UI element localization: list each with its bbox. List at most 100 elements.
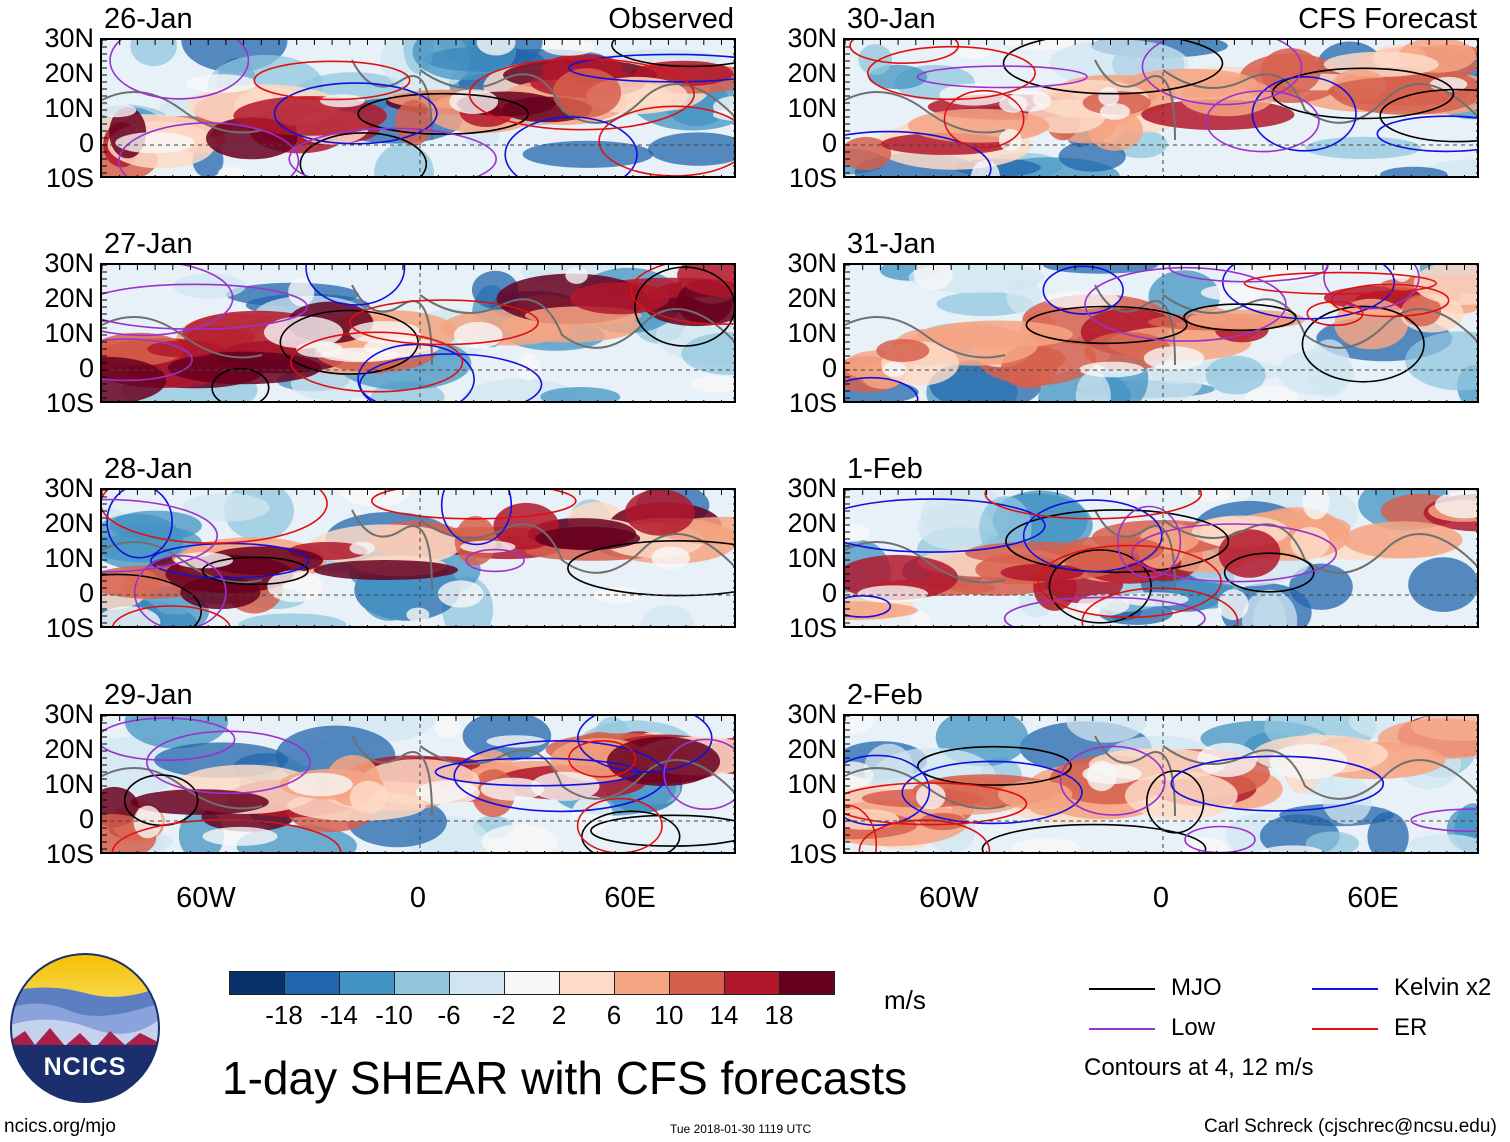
lat-label: 0 <box>78 128 94 158</box>
colorbar-swatch <box>559 971 615 995</box>
lat-label: 0 <box>821 353 837 383</box>
lat-label: 20N <box>44 508 94 538</box>
colorbar-units: m/s <box>884 985 926 1015</box>
lat-label: 10N <box>44 318 94 348</box>
lat-label: 0 <box>78 804 94 834</box>
colorbar-swatch <box>724 971 780 995</box>
panel-date: 30-Jan <box>847 3 936 35</box>
lat-label: 10S <box>45 839 94 869</box>
map-panel <box>100 38 736 178</box>
shear-field <box>102 40 734 176</box>
colorbar-tick-label: -10 <box>375 1000 413 1030</box>
colorbar-tick-label: 6 <box>606 1000 622 1030</box>
chart-title: 1-day SHEAR with CFS forecasts <box>222 1052 908 1104</box>
lon-label: 60E <box>1347 882 1399 914</box>
footer-left[interactable]: ncics.org/mjo <box>4 1116 116 1137</box>
lat-label: 20N <box>44 734 94 764</box>
map-panel <box>100 714 736 854</box>
shear-field <box>845 490 1477 626</box>
panel-source-label: Observed <box>608 3 734 35</box>
lat-label: 30N <box>787 23 837 53</box>
colorbar-swatch <box>669 971 725 995</box>
lat-label: 20N <box>787 508 837 538</box>
lat-label: 30N <box>44 473 94 503</box>
lat-label: 10N <box>44 93 94 123</box>
lat-label: 30N <box>44 699 94 729</box>
colorbar-tick-label: -18 <box>265 1000 303 1030</box>
map-panel <box>843 488 1479 628</box>
lat-label: 10N <box>787 93 837 123</box>
panel-date: 2-Feb <box>847 679 923 711</box>
lat-label: 30N <box>787 699 837 729</box>
map-panel <box>100 488 736 628</box>
colorbar-swatch <box>394 971 450 995</box>
colorbar-tick-label: -6 <box>437 1000 461 1030</box>
lat-label: 10N <box>44 543 94 573</box>
footer-right: Carl Schreck (cjschrec@ncsu.edu) <box>1204 1116 1497 1137</box>
colorbar-swatch <box>449 971 505 995</box>
shear-field <box>845 716 1477 852</box>
lat-label: 20N <box>44 58 94 88</box>
shear-field <box>102 490 734 626</box>
lat-label: 10S <box>788 613 837 643</box>
lon-label: 0 <box>1152 882 1170 914</box>
map-panel <box>843 263 1479 403</box>
panel-source-label: CFS Forecast <box>1298 3 1477 35</box>
lat-label: 30N <box>787 248 837 278</box>
lat-label: 10N <box>44 769 94 799</box>
shear-field <box>102 716 734 852</box>
colorbar-swatch <box>614 971 670 995</box>
panel-date: 27-Jan <box>104 228 193 260</box>
lat-label: 10S <box>45 388 94 418</box>
colorbar-swatch <box>229 971 285 995</box>
lat-label: 30N <box>44 23 94 53</box>
legend-swatch <box>1089 1028 1155 1030</box>
footer-center: Tue 2018-01-30 1119 UTC <box>670 1122 812 1136</box>
lat-label: 10S <box>45 163 94 193</box>
lat-label: 20N <box>44 283 94 313</box>
colorbar-swatch <box>339 971 395 995</box>
lat-label: 0 <box>821 128 837 158</box>
shear-field <box>845 265 1477 401</box>
colorbar-swatch <box>284 971 340 995</box>
panel-date: 28-Jan <box>104 453 193 485</box>
panel-date: 26-Jan <box>104 3 193 35</box>
lat-label: 0 <box>821 804 837 834</box>
legend-note: Contours at 4, 12 m/s <box>1084 1054 1314 1081</box>
lat-label: 10N <box>787 543 837 573</box>
lat-label: 10S <box>788 839 837 869</box>
logo-text: NCICS <box>43 1053 127 1081</box>
lon-label: 60W <box>176 882 236 914</box>
lat-label: 0 <box>78 353 94 383</box>
colorbar-tick-label: -2 <box>492 1000 516 1030</box>
legend-label: Kelvin x2 <box>1394 974 1492 1001</box>
colorbar-swatch <box>504 971 560 995</box>
legend-label: ER <box>1394 1014 1428 1041</box>
legend-label: Low <box>1171 1014 1216 1041</box>
ncics-logo: NCICS <box>10 953 160 1103</box>
colorbar-tick-label: -14 <box>320 1000 358 1030</box>
shear-field <box>845 40 1477 176</box>
panel-date: 29-Jan <box>104 679 193 711</box>
legend-swatch <box>1312 1028 1378 1030</box>
lat-label: 20N <box>787 283 837 313</box>
lon-label: 60W <box>919 882 979 914</box>
panel-date: 1-Feb <box>847 453 923 485</box>
map-panel <box>843 714 1479 854</box>
lat-label: 30N <box>787 473 837 503</box>
colorbar-tick-label: 14 <box>709 1000 739 1030</box>
lat-label: 0 <box>821 578 837 608</box>
lat-label: 10N <box>787 318 837 348</box>
map-panel <box>843 38 1479 178</box>
lat-label: 0 <box>78 578 94 608</box>
lat-label: 30N <box>44 248 94 278</box>
legend-swatch <box>1089 988 1155 990</box>
colorbar-tick-label: 18 <box>764 1000 794 1030</box>
colorbar-tick-label: 10 <box>654 1000 684 1030</box>
panel-date: 31-Jan <box>847 228 936 260</box>
lat-label: 10S <box>788 388 837 418</box>
map-panel <box>100 263 736 403</box>
legend-swatch <box>1312 988 1378 990</box>
colorbar-swatch <box>779 971 835 995</box>
legend-label: MJO <box>1171 974 1222 1001</box>
